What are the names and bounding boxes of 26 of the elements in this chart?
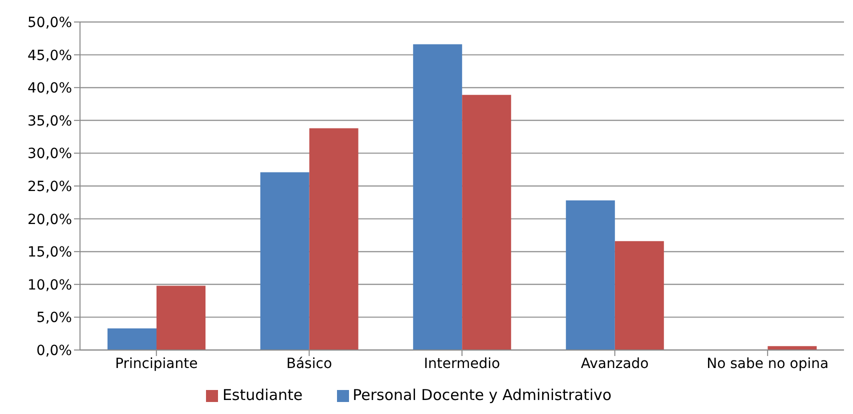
y-tick-label: 25,0% xyxy=(28,178,72,195)
y-tick-label: 50,0% xyxy=(28,14,72,31)
bar xyxy=(462,94,512,350)
legend-label: Personal Docente y Administrativo xyxy=(352,386,612,404)
y-tick-label: 20,0% xyxy=(28,212,72,228)
bar xyxy=(309,128,358,350)
y-tick-label: 30,0% xyxy=(28,146,72,162)
y-tick-label: 5,0% xyxy=(36,310,72,326)
x-tick-label: Intermedio xyxy=(424,356,500,372)
y-tick-label: 40,0% xyxy=(28,80,72,97)
bar xyxy=(413,44,462,350)
y-tick-label: 35,0% xyxy=(28,113,72,130)
x-tick-label: Avanzado xyxy=(580,356,649,372)
bar xyxy=(156,286,206,350)
x-tick-label: Básico xyxy=(286,356,332,372)
x-tick-label: Principiante xyxy=(115,356,198,372)
y-tick-label: 15,0% xyxy=(28,244,72,261)
y-tick-label: 0,0% xyxy=(36,342,72,359)
x-tick-label: No sabe no opina xyxy=(706,356,829,372)
bar xyxy=(614,241,664,350)
y-tick-label: 10,0% xyxy=(28,277,72,294)
bar xyxy=(108,328,157,350)
bar xyxy=(566,200,615,350)
y-tick-label: 45,0% xyxy=(28,48,72,64)
legend-label: Estudiante xyxy=(222,386,303,404)
bar xyxy=(260,172,310,350)
